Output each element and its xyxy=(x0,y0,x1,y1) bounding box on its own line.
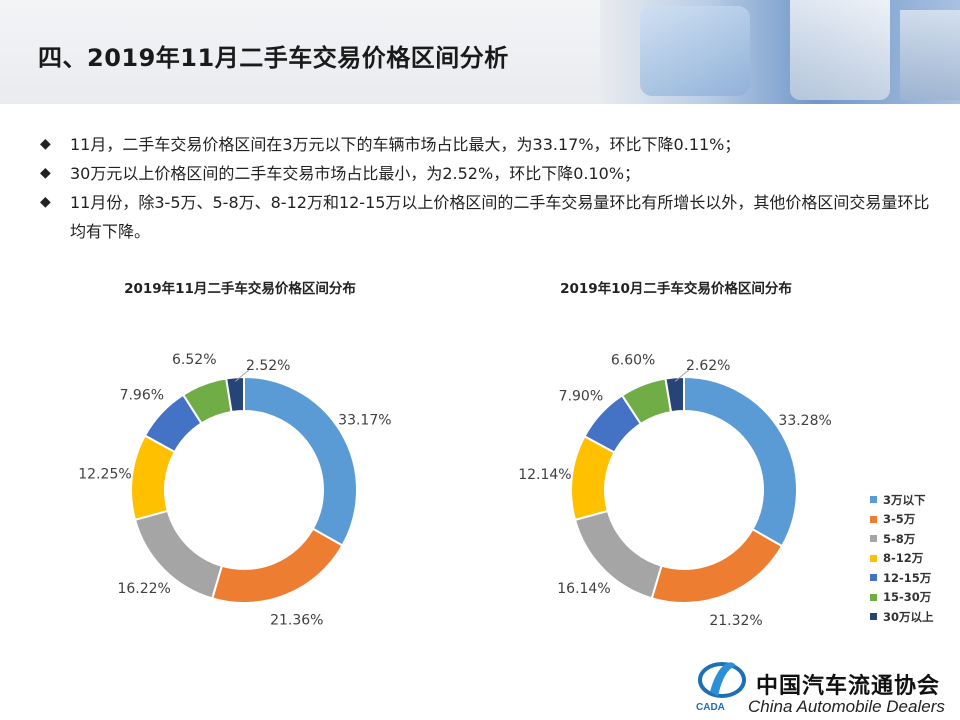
legend-swatch xyxy=(870,574,877,582)
donut-slice xyxy=(243,375,358,547)
legend-label: 15-30万 xyxy=(883,590,932,605)
legend-item: 3-5万 xyxy=(870,510,934,530)
diamond-bullet-icon: ◆ xyxy=(40,194,51,210)
donut-slice xyxy=(211,527,344,604)
data-label: 21.36% xyxy=(270,613,323,629)
bullet-text: 30万元以上价格区间的二手车交易市场占比最小，为2.52%，环比下降0.10%； xyxy=(70,164,641,183)
legend-item: 8-12万 xyxy=(870,549,934,569)
donut-chart-1: 33.28% 21.32% 16.14% 12.14% 7.90% 6.60% 2.62% xyxy=(518,353,832,629)
data-label: 21.32% xyxy=(709,613,762,629)
data-label: 7.96% xyxy=(120,387,164,403)
legend-item: 5-8万 xyxy=(870,529,934,549)
bullet-text: 11月，二手车交易价格区间在3万元以下的车辆市场占比最大，为33.17%，环比下… xyxy=(70,135,741,154)
header-decoration xyxy=(600,0,960,104)
legend-swatch xyxy=(870,613,877,621)
donut-slice xyxy=(225,375,245,414)
data-label: 16.22% xyxy=(117,581,170,597)
donut-chart-0: 33.17% 21.36% 16.22% 12.25% 7.96% 6.52% 2.52% xyxy=(78,352,391,629)
legend-item: 3万以下 xyxy=(870,490,934,510)
data-label: 2.52% xyxy=(246,358,290,374)
bullet-text: 11月份，除3-5万、5-8万、8-12万和12-15万以上价格区间的二手车交易… xyxy=(70,193,930,241)
data-label: 6.60% xyxy=(611,353,655,369)
label-leader-line xyxy=(235,368,251,382)
data-label: 33.28% xyxy=(778,413,831,429)
diamond-bullet-icon: ◆ xyxy=(40,136,51,152)
data-label: 6.52% xyxy=(172,352,216,368)
diamond-bullet-icon: ◆ xyxy=(40,165,51,181)
cada-logo-icon: CADA xyxy=(696,662,746,712)
data-label: 16.14% xyxy=(557,581,610,597)
data-label: 7.90% xyxy=(559,388,603,404)
bullet-item: ◆ 30万元以上价格区间的二手车交易市场占比最小，为2.52%，环比下降0.10… xyxy=(40,159,940,188)
page-title: 四、2019年11月二手车交易价格区间分析 xyxy=(38,44,509,72)
header-banner xyxy=(0,0,960,104)
org-name-en: China Automobile Dealers xyxy=(748,697,945,716)
donut-slice xyxy=(683,375,798,548)
legend-swatch xyxy=(870,496,877,504)
data-label: 12.14% xyxy=(518,467,571,483)
legend-label: 8-12万 xyxy=(883,551,924,566)
chart-legend: 3万以下 3-5万 5-8万 8-12万 12-15万 15-30万 30万以上 xyxy=(870,490,934,627)
legend-swatch xyxy=(870,554,877,562)
legend-item: 15-30万 xyxy=(870,588,934,608)
data-label: 2.62% xyxy=(686,358,730,374)
chart-title-nov: 2019年11月二手车交易价格区间分布 xyxy=(124,281,356,297)
legend-swatch xyxy=(870,535,877,543)
legend-item: 12-15万 xyxy=(870,568,934,588)
legend-label: 5-8万 xyxy=(883,531,916,546)
legend-label: 12-15万 xyxy=(883,570,932,585)
data-label: 33.17% xyxy=(338,412,391,428)
legend-label: 30万以上 xyxy=(883,609,934,624)
bullet-item: ◆ 11月份，除3-5万、5-8万、8-12万和12-15万以上价格区间的二手车… xyxy=(40,188,940,246)
legend-swatch xyxy=(870,515,877,523)
legend-label: 3万以下 xyxy=(883,492,926,507)
bullet-item: ◆ 11月，二手车交易价格区间在3万元以下的车辆市场占比最大，为33.17%，环… xyxy=(40,130,940,159)
donut-slice xyxy=(664,375,685,414)
label-leader-line xyxy=(674,368,691,382)
donut-slice xyxy=(650,527,784,604)
legend-swatch xyxy=(870,593,877,601)
chart-title-oct: 2019年10月二手车交易价格区间分布 xyxy=(560,281,792,297)
data-label: 12.25% xyxy=(78,467,131,483)
bullet-list: ◆ 11月，二手车交易价格区间在3万元以下的车辆市场占比最大，为33.17%，环… xyxy=(40,130,940,246)
logo-text: CADA xyxy=(696,702,725,712)
legend-label: 3-5万 xyxy=(883,512,916,527)
legend-item: 30万以上 xyxy=(870,607,934,627)
org-name-cn: 中国汽车流通协会 xyxy=(756,674,941,699)
